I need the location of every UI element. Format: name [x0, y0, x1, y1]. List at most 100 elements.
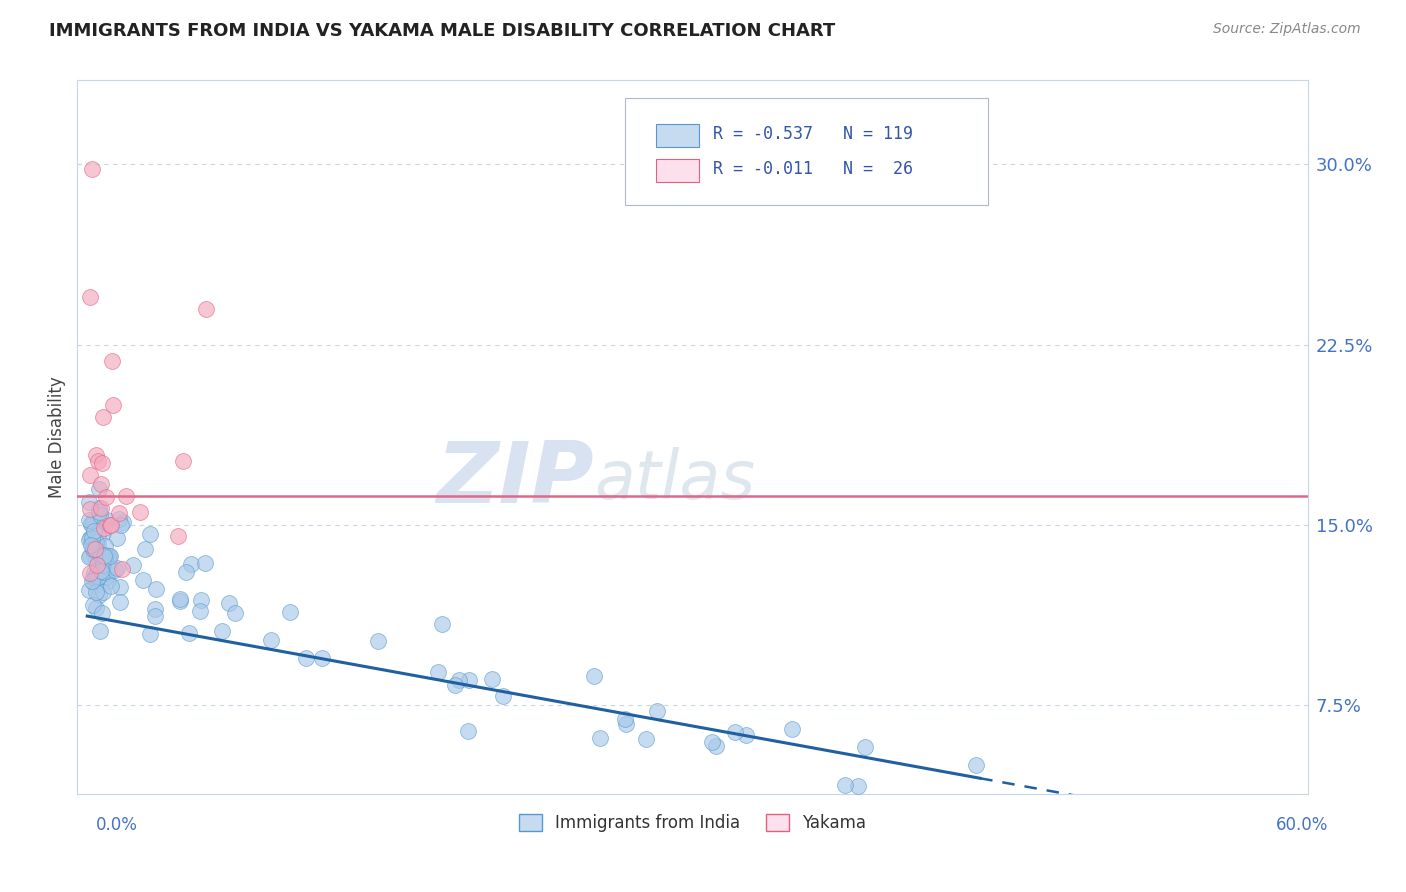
Point — [169, 592, 191, 607]
Point — [79, 549, 101, 564]
Point — [211, 624, 233, 639]
Point — [77, 583, 100, 598]
Point — [87, 570, 110, 584]
Point — [735, 728, 758, 742]
Text: R = -0.011   N =  26: R = -0.011 N = 26 — [713, 161, 914, 178]
Point — [180, 557, 202, 571]
Point — [104, 564, 127, 578]
Point — [83, 549, 105, 563]
Point — [481, 672, 503, 686]
Point — [86, 449, 108, 463]
Point — [94, 540, 117, 554]
Point — [91, 552, 114, 566]
Point — [91, 456, 114, 470]
Point — [80, 574, 103, 588]
Point — [115, 489, 138, 503]
Point — [100, 354, 122, 368]
Point — [218, 597, 240, 611]
Point — [143, 608, 166, 623]
Point — [704, 739, 727, 753]
Point — [79, 538, 101, 552]
Point — [458, 673, 481, 687]
Point — [966, 758, 988, 772]
Point — [139, 526, 162, 541]
Point — [426, 665, 449, 680]
Point — [84, 585, 107, 599]
Point — [97, 549, 120, 563]
Point — [86, 558, 108, 573]
Point — [77, 494, 100, 508]
Point — [77, 513, 100, 527]
Point — [367, 634, 389, 648]
Point — [87, 500, 110, 515]
Point — [98, 549, 121, 563]
Point — [82, 535, 104, 549]
Point — [84, 536, 107, 550]
Point — [108, 595, 131, 609]
Point — [111, 562, 134, 576]
Point — [582, 669, 605, 683]
Point — [90, 564, 112, 578]
Point — [77, 533, 100, 548]
Point — [80, 162, 103, 177]
Point — [93, 521, 115, 535]
Point — [430, 616, 453, 631]
Point — [129, 505, 152, 519]
Point — [492, 689, 515, 703]
Point — [98, 517, 121, 532]
Legend: Immigrants from India, Yakama: Immigrants from India, Yakama — [512, 807, 873, 839]
Point — [86, 553, 108, 567]
Point — [87, 505, 110, 519]
Point — [91, 585, 114, 599]
Point — [188, 604, 211, 618]
Point — [110, 518, 132, 533]
Point — [87, 454, 110, 468]
Point — [103, 398, 125, 412]
Point — [91, 565, 114, 579]
FancyBboxPatch shape — [655, 160, 699, 182]
Point — [449, 673, 471, 687]
Point — [94, 570, 117, 584]
Point — [853, 740, 876, 755]
Point — [280, 605, 302, 619]
Point — [105, 531, 128, 545]
Point — [94, 491, 117, 505]
Point — [84, 541, 107, 556]
Point — [96, 570, 118, 584]
Point — [91, 525, 114, 540]
Text: R = -0.537   N = 119: R = -0.537 N = 119 — [713, 125, 914, 143]
Point — [84, 568, 107, 582]
Point — [94, 550, 117, 565]
FancyBboxPatch shape — [624, 98, 988, 205]
Text: 0.0%: 0.0% — [96, 816, 138, 834]
Point — [89, 482, 111, 496]
Point — [83, 524, 105, 538]
Point — [94, 548, 117, 562]
Point — [295, 650, 318, 665]
Point — [91, 606, 114, 620]
Text: 60.0%: 60.0% — [1277, 816, 1329, 834]
Text: IMMIGRANTS FROM INDIA VS YAKAMA MALE DISABILITY CORRELATION CHART: IMMIGRANTS FROM INDIA VS YAKAMA MALE DIS… — [49, 22, 835, 40]
FancyBboxPatch shape — [655, 124, 699, 146]
Point — [195, 301, 218, 316]
Point — [645, 704, 668, 718]
Point — [90, 552, 112, 566]
Point — [139, 627, 162, 641]
Point — [614, 717, 637, 731]
Point — [100, 518, 122, 533]
Point — [107, 506, 129, 520]
Point — [311, 651, 333, 665]
Point — [84, 578, 107, 592]
Point — [97, 574, 120, 588]
Point — [79, 468, 101, 483]
Point — [194, 556, 217, 570]
Point — [84, 535, 107, 549]
Point — [83, 566, 105, 580]
Point — [86, 537, 108, 551]
Point — [177, 626, 200, 640]
Point — [80, 531, 103, 545]
Point — [700, 734, 723, 748]
Point — [724, 725, 747, 739]
Point — [846, 779, 869, 793]
Point — [79, 531, 101, 545]
